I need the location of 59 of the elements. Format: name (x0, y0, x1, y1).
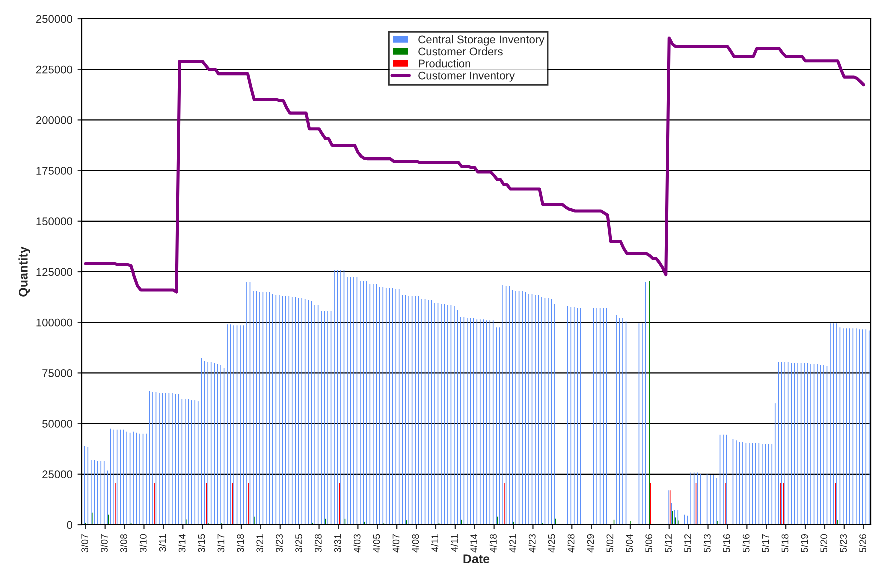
x-tick-label: 3/07 (100, 534, 108, 553)
x-tick-label: 3/10 (140, 534, 147, 553)
x-tick-label: 4/08 (412, 534, 420, 553)
x-tick-label: 5/02 (606, 534, 614, 553)
x-tick-label: 4/11 (431, 534, 439, 552)
y-tick-label: 250000 (36, 15, 73, 24)
x-tick-label: 5/16 (723, 534, 730, 553)
line-series (84, 36, 866, 294)
y-tick-label: 100000 (36, 318, 73, 327)
x-tick-label: 3/28 (314, 534, 322, 553)
x-tick-label: 3/21 (256, 534, 264, 553)
x-tick-label: 5/12 (684, 534, 692, 553)
y-tick-label: 25000 (42, 470, 73, 479)
y-tick-label: 50000 (42, 420, 73, 428)
x-tick-label: 4/23 (528, 534, 536, 553)
y-axis-title: Quantity (18, 246, 30, 297)
x-tick-label: 5/20 (820, 534, 828, 553)
x-tick-label: 5/13 (704, 534, 711, 553)
x-tick-label: 3/15 (198, 534, 206, 553)
x-tick-label: 3/25 (295, 534, 302, 553)
x-tick-label: 5/23 (840, 534, 848, 553)
y-tick-label: 150000 (36, 218, 73, 226)
x-tick-label: 3/23 (276, 534, 283, 553)
legend-label: Central Storage Inventory (418, 35, 545, 46)
x-tick-label: 3/18 (236, 534, 244, 553)
y-tick-label: 200000 (36, 116, 73, 124)
x-tick-label: 5/19 (800, 534, 808, 553)
x-tick-label: 4/11 (450, 534, 458, 552)
x-tick-label: 4/29 (587, 534, 594, 553)
x-tick-label: 5/26 (859, 534, 866, 553)
legend-label: Customer Orders (418, 48, 503, 56)
x-tick-label: 3/07 (81, 534, 88, 553)
legend-label: Production (419, 60, 470, 68)
x-tick-label: 4/07 (392, 534, 400, 553)
x-tick-label: 4/28 (568, 534, 575, 553)
x-tick-label: 4/03 (354, 534, 361, 553)
y-tick-label: 225000 (36, 66, 73, 74)
x-tick-label: 5/16 (742, 534, 750, 553)
x-tick-label: 4/21 (509, 534, 516, 553)
x-axis-title: Date (464, 554, 490, 564)
x-tick-label: 3/11 (159, 534, 166, 552)
x-tick-label: 4/05 (373, 534, 380, 553)
x-tick-label: 3/17 (218, 534, 225, 553)
x-tick-label: 5/12 (664, 534, 672, 553)
x-tick-label: 5/06 (645, 534, 653, 553)
x-tick-label: 4/18 (490, 534, 497, 553)
y-tick-label: 75000 (42, 369, 73, 378)
x-tick-label: 5/04 (626, 534, 634, 553)
y-tick-label: 125000 (36, 268, 73, 276)
x-tick-label: 3/08 (120, 534, 128, 553)
x-tick-label: 4/25 (548, 534, 556, 553)
y-tick-label: 175000 (36, 167, 73, 175)
x-tick-label: 5/18 (782, 534, 789, 553)
x-tick-label: 5/17 (762, 534, 770, 553)
x-tick-label: 3/31 (334, 534, 342, 553)
x-tick-label: 4/14 (470, 534, 478, 553)
x-tick-label: 3/14 (178, 534, 186, 553)
y-tick-label: 0 (67, 521, 73, 530)
legend-label: Customer Inventory (418, 72, 516, 82)
